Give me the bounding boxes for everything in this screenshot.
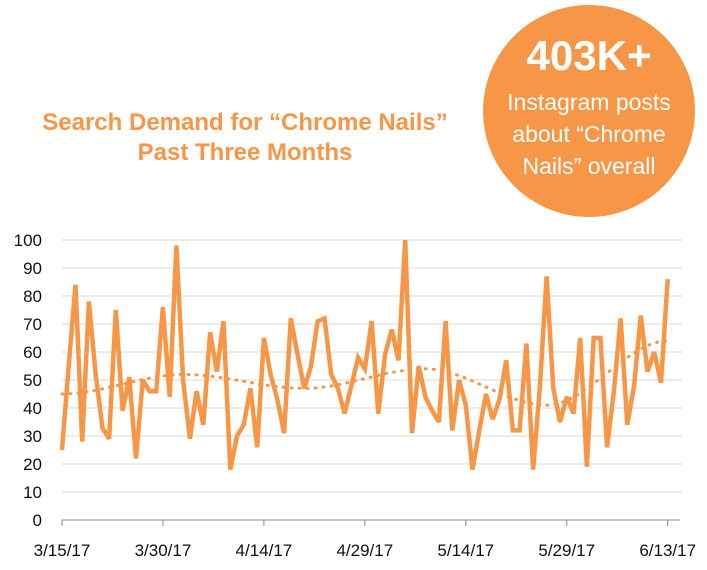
y-tick-label-40: 40	[23, 399, 42, 418]
x-tick-label-5: 5/29/17	[538, 541, 595, 560]
y-tick-label-90: 90	[23, 259, 42, 278]
x-tick-label-6: 6/13/17	[639, 541, 696, 560]
y-tick-label-70: 70	[23, 315, 42, 334]
chart-title: Search Demand for “Chrome Nails” Past Th…	[0, 108, 490, 168]
y-tick-label-0: 0	[33, 511, 42, 530]
series-line	[59, 239, 670, 471]
instagram-posts-badge: 403K+ Instagram posts about “Chrome Nail…	[483, 5, 695, 217]
y-tick-label-20: 20	[23, 455, 42, 474]
badge-text-line-1: Instagram posts	[507, 89, 671, 115]
badge-count: 403K+	[526, 32, 652, 79]
chart-title-line-1: Search Demand for “Chrome Nails”	[42, 109, 448, 136]
y-tick-label-60: 60	[23, 343, 42, 362]
y-tick-label-50: 50	[23, 371, 42, 390]
y-tick-label-80: 80	[23, 287, 42, 306]
x-tick-label-2: 4/14/17	[236, 541, 293, 560]
y-tick-label-100: 100	[14, 231, 42, 250]
y-tick-label-30: 30	[23, 427, 42, 446]
badge-text-line-3: Nails” overall	[522, 153, 656, 179]
y-tick-label-10: 10	[23, 483, 42, 502]
trendline	[60, 339, 670, 407]
badge-text-line-2: about “Chrome	[512, 121, 666, 147]
x-tick-label-4: 5/14/17	[437, 541, 494, 560]
x-tick-label-0: 3/15/17	[34, 541, 91, 560]
chart-title-line-2: Past Three Months	[137, 139, 353, 166]
x-tick-label-1: 3/30/17	[135, 541, 192, 560]
x-tick-label-3: 4/29/17	[336, 541, 393, 560]
